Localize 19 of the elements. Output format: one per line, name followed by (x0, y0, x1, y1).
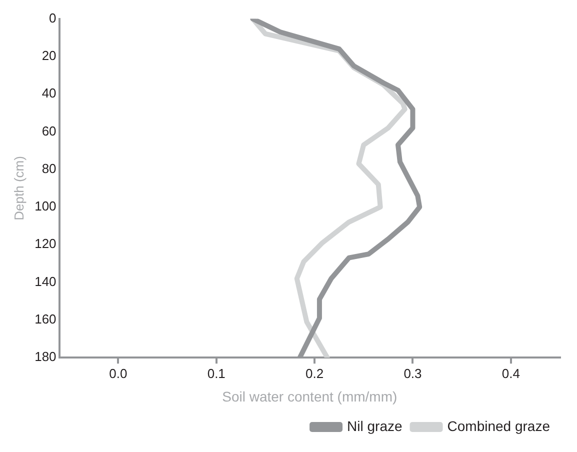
legend-label: Nil graze (347, 418, 402, 434)
y-tick-label: 100 (34, 198, 56, 214)
y-tick-label: 120 (34, 236, 56, 252)
y-tick-label: 0 (49, 10, 56, 26)
x-tick-label: 0.3 (404, 366, 422, 381)
legend-label: Combined graze (447, 418, 550, 434)
y-tick-label: 140 (34, 274, 56, 289)
x-axis-title: Soil water content (mm/mm) (222, 388, 398, 404)
y-axis-title: Depth (cm) (11, 156, 26, 220)
x-tick-label: 0.2 (306, 366, 324, 381)
y-tick-label: 160 (34, 312, 56, 327)
y-tick-label: 80 (42, 160, 56, 176)
y-tick-label: 20 (42, 48, 56, 64)
x-tick-label: 0.1 (207, 366, 226, 381)
x-tick-label: 0.4 (502, 366, 520, 381)
x-tick-label: 0.0 (109, 366, 128, 381)
y-tick-label: 40 (42, 86, 56, 101)
y-tick-label: 60 (42, 123, 56, 138)
y-tick-label: 180 (34, 349, 56, 364)
